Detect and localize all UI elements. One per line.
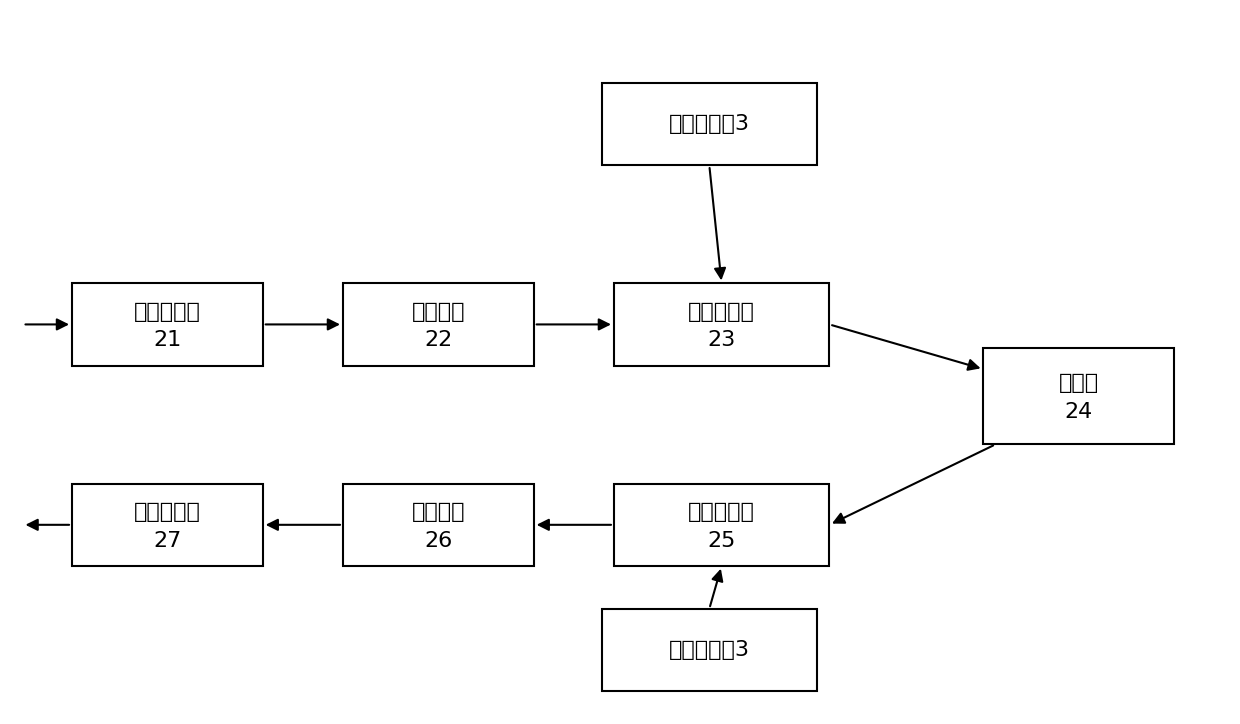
Text: 24: 24 <box>1065 402 1092 422</box>
Text: 27: 27 <box>154 531 181 550</box>
Text: 中央处理器3: 中央处理器3 <box>668 640 750 660</box>
Bar <box>343 484 533 566</box>
Text: 23: 23 <box>708 330 735 350</box>
Bar <box>72 283 263 366</box>
Bar <box>601 83 817 165</box>
Text: 第一衰减器: 第一衰减器 <box>134 301 201 321</box>
Bar <box>601 609 817 691</box>
Text: 光探测器: 光探测器 <box>412 502 465 522</box>
Text: 中央处理器3: 中央处理器3 <box>668 114 750 134</box>
Text: 25: 25 <box>708 531 735 550</box>
Text: 26: 26 <box>424 531 453 550</box>
Text: 光调制器: 光调制器 <box>412 301 465 321</box>
Bar <box>983 348 1174 445</box>
Bar <box>72 484 263 566</box>
Bar <box>343 283 533 366</box>
Bar <box>614 484 830 566</box>
Text: 21: 21 <box>154 330 181 350</box>
Text: 光纤组: 光纤组 <box>1059 373 1099 393</box>
Text: 第二光开关: 第二光开关 <box>688 502 755 522</box>
Text: 第二衰减器: 第二衰减器 <box>134 502 201 522</box>
Text: 22: 22 <box>424 330 453 350</box>
Bar <box>614 283 830 366</box>
Text: 第一光开关: 第一光开关 <box>688 301 755 321</box>
